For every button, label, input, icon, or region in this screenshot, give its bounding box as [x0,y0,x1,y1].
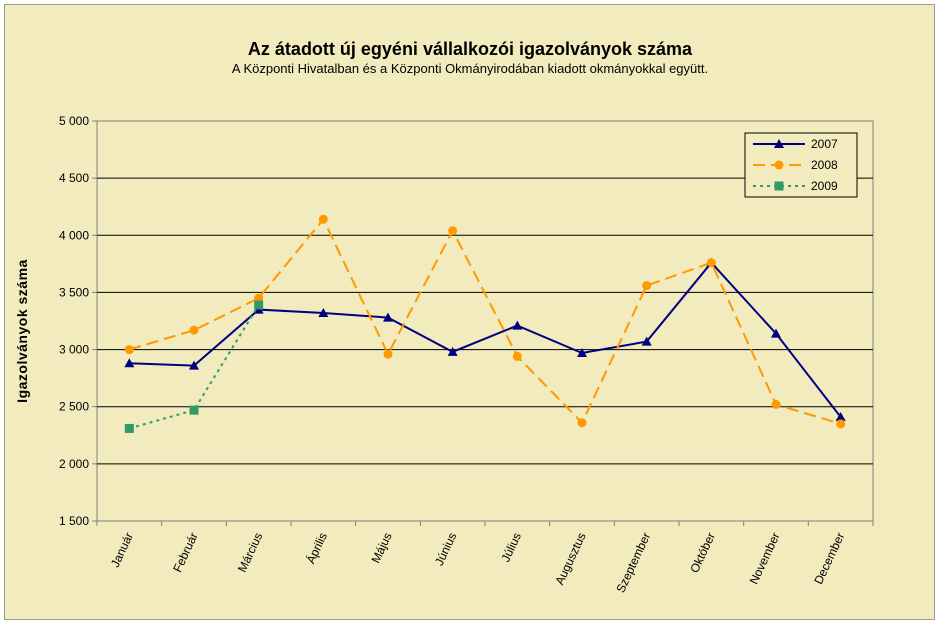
series-group [124,214,846,433]
x-tick-label: Május [369,530,395,565]
y-tick-label: 2 500 [59,400,89,414]
data-point [124,345,134,355]
data-point [512,351,522,361]
series-2007 [124,257,846,421]
legend-marker [774,160,784,170]
y-tick-label: 4 000 [59,228,89,242]
legend: 2007 2008 2009 [744,132,858,198]
y-tick-label: 3 500 [59,285,89,299]
x-axis: Január Február Március Április Május Június Jú… [96,521,874,595]
data-point [189,405,199,415]
data-point [771,399,781,409]
line-chart: Az átadott új egyéni vállalkozói igazolv… [14,39,874,595]
x-tick-label: Február [170,530,200,574]
x-tick-label: Október [687,530,718,575]
data-point [706,258,716,268]
y-tick-label: 2 000 [59,457,89,471]
x-tick-label: December [811,530,847,586]
data-point [835,412,846,421]
x-tick-label: Január [108,530,136,569]
x-tick-label: Március [235,530,265,574]
data-point [383,349,393,359]
data-point [124,358,135,368]
legend-label: 2008 [811,158,838,172]
data-point [318,214,328,224]
y-tick-label: 4 500 [59,171,89,185]
legend-label: 2007 [811,137,838,151]
data-point [383,312,393,322]
chart-title: Az átadott új egyéni vállalkozói igazolv… [248,39,693,59]
data-point [577,348,587,357]
chart-area: Az átadott új egyéni vállalkozói igazolv… [4,4,935,620]
series-2008 [124,214,846,429]
series-line [129,217,841,425]
data-point [836,419,846,429]
data-point [189,360,199,370]
data-point [254,293,264,303]
y-tick-label: 1 500 [59,514,89,528]
x-tick-label: November [747,530,783,586]
data-point [124,423,134,433]
data-point [771,328,781,338]
x-tick-label: Június [432,530,459,567]
series-2009 [124,300,264,433]
y-axis-label: Igazolványok száma [14,259,30,403]
legend-marker [774,181,784,191]
data-point [254,300,264,310]
data-point [512,320,523,330]
x-tick-label: Augusztus [552,530,588,587]
y-tick-label: 3 000 [59,343,89,357]
x-tick-label: Július [498,530,524,564]
legend-label: 2009 [811,179,838,193]
series-line [129,304,260,430]
x-tick-label: Szeptember [613,530,653,595]
chart-subtitle: A Központi Hivatalban és a Központi Okmá… [232,61,708,76]
data-point [577,418,587,428]
x-tick-label: Április [303,530,330,566]
data-point [447,346,458,356]
y-tick-label: 5 000 [59,114,89,128]
data-point [448,226,458,236]
data-point [189,325,199,335]
y-axis: 1 500 2 000 2 500 3 000 3 500 4 000 4 500 5 000 [59,114,97,528]
gridlines [97,177,873,465]
data-point [318,308,329,317]
legend-marker [774,139,784,148]
data-point [641,336,652,346]
series-line [129,261,842,418]
data-point [642,281,652,291]
